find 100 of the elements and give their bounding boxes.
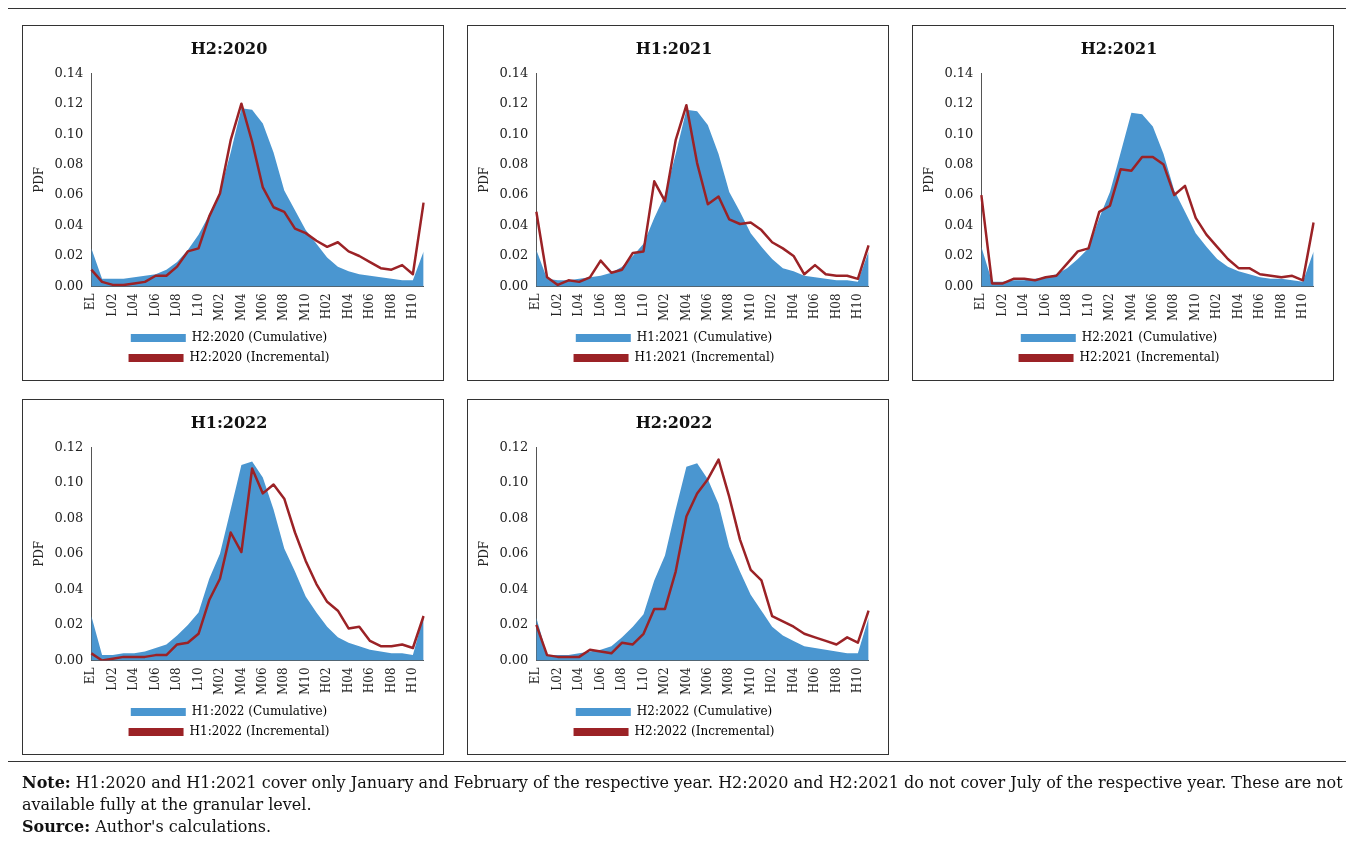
y-tick-label: 0.10 — [944, 125, 974, 141]
x-tick-label: H04 — [785, 667, 800, 694]
y-tick-label: 0.00 — [499, 277, 529, 293]
legend-label: H1:2022 (Incremental) — [189, 724, 330, 739]
y-tick-label: 0.14 — [944, 64, 974, 80]
x-tick-label: H06 — [362, 667, 377, 694]
x-tick-label: L04 — [571, 293, 586, 317]
y-tick-label: 0.02 — [54, 616, 84, 632]
legend-label: H2:2021 (Cumulative) — [1081, 330, 1218, 345]
y-tick-label: 0.12 — [499, 438, 529, 454]
x-tick-label: M08 — [276, 293, 291, 322]
x-tick-label: H06 — [807, 293, 822, 320]
y-tick-label: 0.10 — [499, 474, 529, 490]
chart-title: H2:2020 — [190, 38, 268, 58]
x-tick-label: M02 — [212, 293, 227, 322]
x-tick-label: M04 — [233, 667, 248, 696]
x-tick-label: M08 — [276, 667, 291, 696]
y-axis-title: PDF — [922, 166, 937, 193]
legend-label: H2:2020 (Cumulative) — [191, 330, 328, 345]
y-tick-label: 0.08 — [499, 509, 529, 525]
x-tick-label: H08 — [383, 293, 398, 320]
x-tick-label: M08 — [721, 293, 736, 322]
x-tick-label: H04 — [785, 293, 800, 320]
y-tick-label: 0.06 — [944, 186, 974, 202]
x-tick-label: L10 — [190, 293, 205, 317]
x-tick-label: L06 — [592, 293, 607, 317]
x-tick-label: H04 — [1230, 293, 1245, 320]
x-tick-label: L08 — [169, 293, 184, 317]
x-tick-label: L06 — [147, 667, 162, 691]
x-tick-label: H02 — [764, 667, 779, 694]
y-tick-label: 0.04 — [499, 216, 529, 232]
x-tick-label: L02 — [104, 667, 119, 691]
chart-title: H1:2022 — [190, 412, 268, 432]
x-tick-label: H10 — [405, 667, 420, 694]
x-tick-label: H02 — [319, 667, 334, 694]
x-tick-label: H06 — [1252, 293, 1267, 320]
legend-label: H1:2021 (Incremental) — [634, 350, 775, 365]
x-tick-label: H08 — [828, 293, 843, 320]
x-tick-label: L02 — [549, 293, 564, 317]
x-tick-label: L10 — [190, 667, 205, 691]
x-tick-label: EL — [83, 667, 98, 685]
x-tick-label: H06 — [807, 667, 822, 694]
x-tick-label: L04 — [126, 667, 141, 691]
y-tick-label: 0.08 — [54, 509, 84, 525]
x-tick-label: L04 — [571, 667, 586, 691]
text: Note: H1:2020 and H1:2021 cover only January and February of the respective year. H2:2020 and H2:2021 do not cover July of the respective year. These are not available fully at the granular level. — [22, 772, 1344, 816]
x-tick-label: M04 — [233, 293, 248, 322]
x-tick-label: L04 — [1016, 293, 1031, 317]
y-tick-label: 0.06 — [499, 545, 529, 561]
y-tick-label: 0.04 — [54, 580, 84, 596]
y-tick-label: 0.12 — [54, 95, 84, 111]
x-tick-label: L06 — [592, 667, 607, 691]
legend-label: H2:2021 (Incremental) — [1079, 350, 1220, 365]
x-tick-label: H06 — [362, 293, 377, 320]
y-tick-label: 0.12 — [944, 95, 974, 111]
legend-label: H1:2021 (Cumulative) — [636, 330, 773, 345]
y-tick-label: 0.14 — [499, 64, 529, 80]
x-tick-label: H04 — [340, 667, 355, 694]
x-tick-label: L08 — [1059, 293, 1074, 317]
x-tick-label: M06 — [254, 667, 269, 696]
legend-label: H2:2020 (Incremental) — [189, 350, 330, 365]
x-tick-label: M08 — [1166, 293, 1181, 322]
x-tick-label: M10 — [1187, 293, 1202, 322]
x-tick-label: H04 — [340, 293, 355, 320]
y-axis-title: PDF — [32, 166, 47, 193]
legend-label: H1:2022 (Cumulative) — [191, 704, 328, 719]
x-tick-label: L10 — [635, 293, 650, 317]
x-tick-label: H08 — [1273, 293, 1288, 320]
y-axis-title: PDF — [477, 540, 492, 567]
y-tick-label: 0.00 — [944, 277, 974, 293]
x-tick-label: H08 — [828, 667, 843, 694]
y-tick-label: 0.08 — [499, 155, 529, 171]
x-tick-label: M02 — [657, 667, 672, 696]
x-tick-label: H10 — [405, 293, 420, 320]
x-tick-label: H08 — [383, 667, 398, 694]
x-tick-label: M02 — [1102, 293, 1117, 322]
x-tick-label: L08 — [169, 667, 184, 691]
chart-title: H1:2021 — [635, 38, 713, 58]
y-axis-title: PDF — [477, 166, 492, 193]
y-tick-label: 0.10 — [499, 125, 529, 141]
y-tick-label: 0.08 — [944, 155, 974, 171]
x-tick-label: H02 — [764, 293, 779, 320]
y-tick-label: 0.00 — [54, 651, 84, 667]
x-tick-label: L04 — [126, 293, 141, 317]
x-tick-label: M10 — [742, 293, 757, 322]
y-tick-label: 0.00 — [54, 277, 84, 293]
y-tick-label: 0.06 — [54, 545, 84, 561]
y-tick-label: 0.08 — [54, 155, 84, 171]
x-tick-label: L02 — [994, 293, 1009, 317]
x-tick-label: EL — [83, 293, 98, 311]
x-tick-label: H10 — [850, 667, 865, 694]
x-tick-label: L10 — [635, 667, 650, 691]
x-tick-label: H10 — [850, 293, 865, 320]
x-tick-label: L08 — [614, 667, 629, 691]
x-tick-label: L02 — [549, 667, 564, 691]
x-tick-label: L02 — [104, 293, 119, 317]
y-tick-label: 0.10 — [54, 474, 84, 490]
chart-title: H2:2022 — [635, 412, 713, 432]
y-tick-label: 0.14 — [54, 64, 84, 80]
x-tick-label: EL — [973, 293, 988, 311]
